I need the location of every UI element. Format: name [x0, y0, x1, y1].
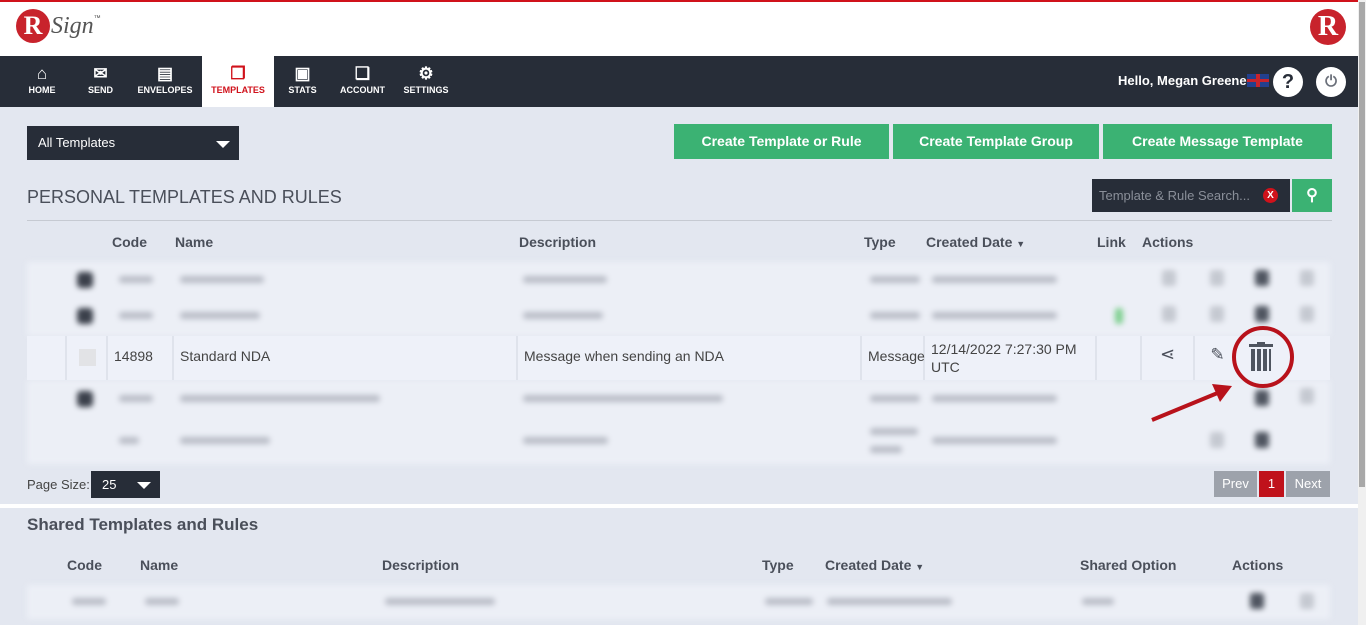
- template-filter-select[interactable]: All Templates: [27, 126, 239, 160]
- rpost-logo: R: [1310, 9, 1346, 45]
- documents-icon: ❏: [354, 64, 371, 83]
- app-header: R Sign ™ R: [0, 2, 1358, 56]
- code-cell: 14898: [108, 336, 174, 380]
- col-name[interactable]: Name: [175, 234, 214, 250]
- search-placeholder: Template & Rule Search...: [1099, 188, 1251, 203]
- shared-col-actions: Actions: [1232, 557, 1284, 573]
- search-button[interactable]: ⚲: [1292, 179, 1332, 212]
- nav-label: ENVELOPES: [137, 85, 193, 95]
- page-size-value: 25: [102, 477, 117, 492]
- nav-label: STATS: [288, 85, 317, 95]
- edit-icon[interactable]: ✎: [1210, 345, 1225, 364]
- shared-col-type[interactable]: Type: [762, 557, 794, 573]
- sort-caret-icon: ▼: [1016, 239, 1026, 249]
- prev-page-button[interactable]: Prev: [1214, 471, 1257, 497]
- share-icon[interactable]: ⋖: [1142, 336, 1195, 380]
- rsign-logo[interactable]: R Sign ™: [16, 9, 101, 43]
- table-row[interactable]: 14898 Standard NDA Message when sending …: [27, 336, 1330, 380]
- scrollbar[interactable]: [1358, 0, 1366, 625]
- envelope-icon: ✉: [93, 64, 108, 83]
- logo-text: Sign: [51, 12, 94, 39]
- nav-envelopes[interactable]: ▤ ENVELOPES: [133, 56, 197, 107]
- shared-col-code[interactable]: Code: [67, 557, 102, 573]
- shared-col-shared-option: Shared Option: [1080, 557, 1177, 573]
- create-template-group-button[interactable]: Create Template Group: [893, 124, 1099, 159]
- help-icon[interactable]: ?: [1273, 67, 1303, 97]
- col-code[interactable]: Code: [112, 234, 147, 250]
- uk-flag-icon[interactable]: [1247, 74, 1269, 87]
- logo-tm: ™: [93, 15, 101, 22]
- col-actions: Actions: [1142, 234, 1194, 250]
- nav-account[interactable]: ❏ ACCOUNT: [335, 56, 390, 107]
- main-nav: ⌂ HOME ✉ SEND ▤ ENVELOPES ❐ TEMPLATES ▣ STATS…: [0, 56, 1358, 107]
- col-created-date[interactable]: Created Date ▼: [926, 234, 1025, 250]
- nav-label: HOME: [28, 85, 56, 95]
- col-description[interactable]: Description: [519, 234, 597, 250]
- search-icon: ⚲: [1306, 187, 1318, 204]
- next-page-button[interactable]: Next: [1286, 471, 1330, 497]
- col-type[interactable]: Type: [864, 234, 896, 250]
- page-size-select[interactable]: 25: [91, 471, 160, 498]
- shared-section-title: Shared Templates and Rules: [27, 515, 259, 534]
- nav-home[interactable]: ⌂ HOME: [17, 56, 67, 107]
- nav-send[interactable]: ✉ SEND: [78, 56, 123, 107]
- template-search-input[interactable]: Template & Rule Search...: [1092, 179, 1290, 212]
- filter-value: All Templates: [38, 135, 116, 150]
- row-checkbox[interactable]: [79, 349, 96, 366]
- shared-col-description[interactable]: Description: [382, 557, 460, 573]
- section-divider: [0, 504, 1358, 508]
- divider: [27, 220, 1332, 221]
- annotation-arrow: [1151, 384, 1232, 422]
- templates-icon: ❐: [230, 64, 246, 83]
- sort-caret-icon: ▼: [915, 562, 925, 572]
- blurred-rows: [27, 380, 1330, 464]
- section-title: PERSONAL TEMPLATES AND RULES: [27, 187, 342, 207]
- link-cell: [1097, 336, 1142, 380]
- shared-col-name[interactable]: Name: [140, 557, 179, 573]
- shared-col-created-date[interactable]: Created Date ▼: [825, 557, 924, 573]
- highlight-circle: [1232, 326, 1294, 388]
- logo-mark: R: [16, 9, 50, 43]
- nav-label: ACCOUNT: [340, 85, 385, 95]
- create-message-template-button[interactable]: Create Message Template: [1103, 124, 1332, 159]
- col-label: Created Date: [926, 234, 1013, 250]
- nav-label: SEND: [87, 85, 113, 95]
- scrollbar-thumb[interactable]: [1359, 2, 1365, 487]
- created-date-cell: 12/14/2022 7:27:30 PM UTC: [925, 336, 1097, 380]
- expand-cell: [27, 336, 67, 380]
- nav-stats[interactable]: ▣ STATS: [280, 56, 325, 107]
- chevron-down-icon: [137, 482, 151, 489]
- blurred-rows: [27, 585, 1330, 619]
- col-label: Created Date: [825, 557, 912, 573]
- nav-templates[interactable]: ❐ TEMPLATES: [202, 56, 274, 107]
- top-accent-line: [0, 0, 1366, 2]
- home-icon: ⌂: [36, 64, 48, 83]
- page-size-label: Page Size:: [27, 477, 90, 492]
- name-cell[interactable]: Standard NDA: [174, 336, 518, 380]
- gear-icon: ⚙: [418, 64, 434, 83]
- row-checkbox-cell: [67, 336, 108, 380]
- user-greeting: Hello, Megan Greene: [1118, 73, 1247, 88]
- page-1-button[interactable]: 1: [1259, 471, 1284, 497]
- nav-label: SETTINGS: [403, 85, 449, 95]
- create-template-or-rule-button[interactable]: Create Template or Rule: [674, 124, 889, 159]
- type-cell: Message: [862, 336, 925, 380]
- chevron-down-icon: [216, 141, 230, 148]
- nav-settings[interactable]: ⚙ SETTINGS: [400, 56, 452, 107]
- archive-icon: ▤: [156, 64, 174, 83]
- nav-label: TEMPLATES: [211, 85, 265, 95]
- power-icon[interactable]: ⏻: [1316, 67, 1346, 97]
- blurred-rows: [27, 262, 1330, 336]
- clear-search-icon[interactable]: X: [1263, 188, 1278, 203]
- description-cell: Message when sending an NDA: [518, 336, 862, 380]
- col-link: Link: [1097, 234, 1126, 250]
- briefcase-icon: ▣: [294, 64, 311, 83]
